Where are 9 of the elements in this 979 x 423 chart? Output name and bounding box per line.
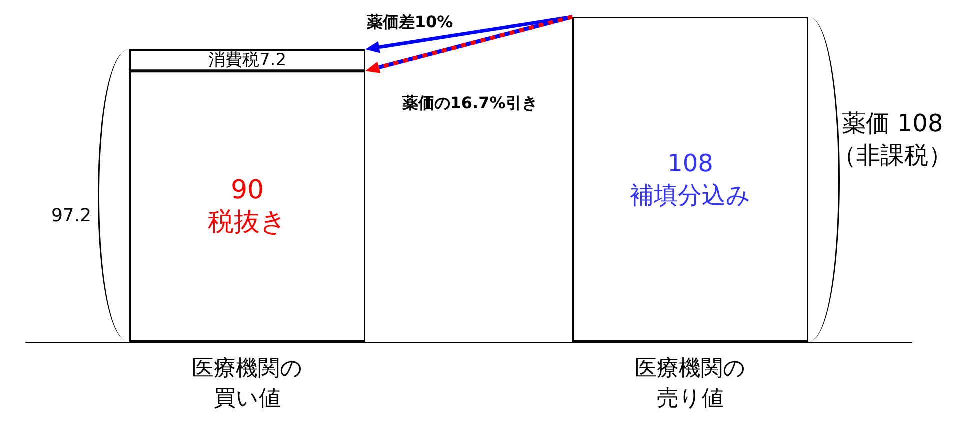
x-tick-label: 医療機関の買い値 [192,356,303,412]
x-tick-label: 医療機関の売り値 [635,356,746,412]
annotation: 97.2 [51,205,92,226]
data-label: 消費税7.2 [208,50,287,70]
annotation: 薬価 108 （非課税） [832,110,952,170]
data-label: 108 補填分込み [630,150,751,210]
data-label: 90 税抜き [208,176,287,238]
annotation: 薬価差10% [366,12,454,32]
annotation: 薬価の16.7%引き [401,94,538,113]
